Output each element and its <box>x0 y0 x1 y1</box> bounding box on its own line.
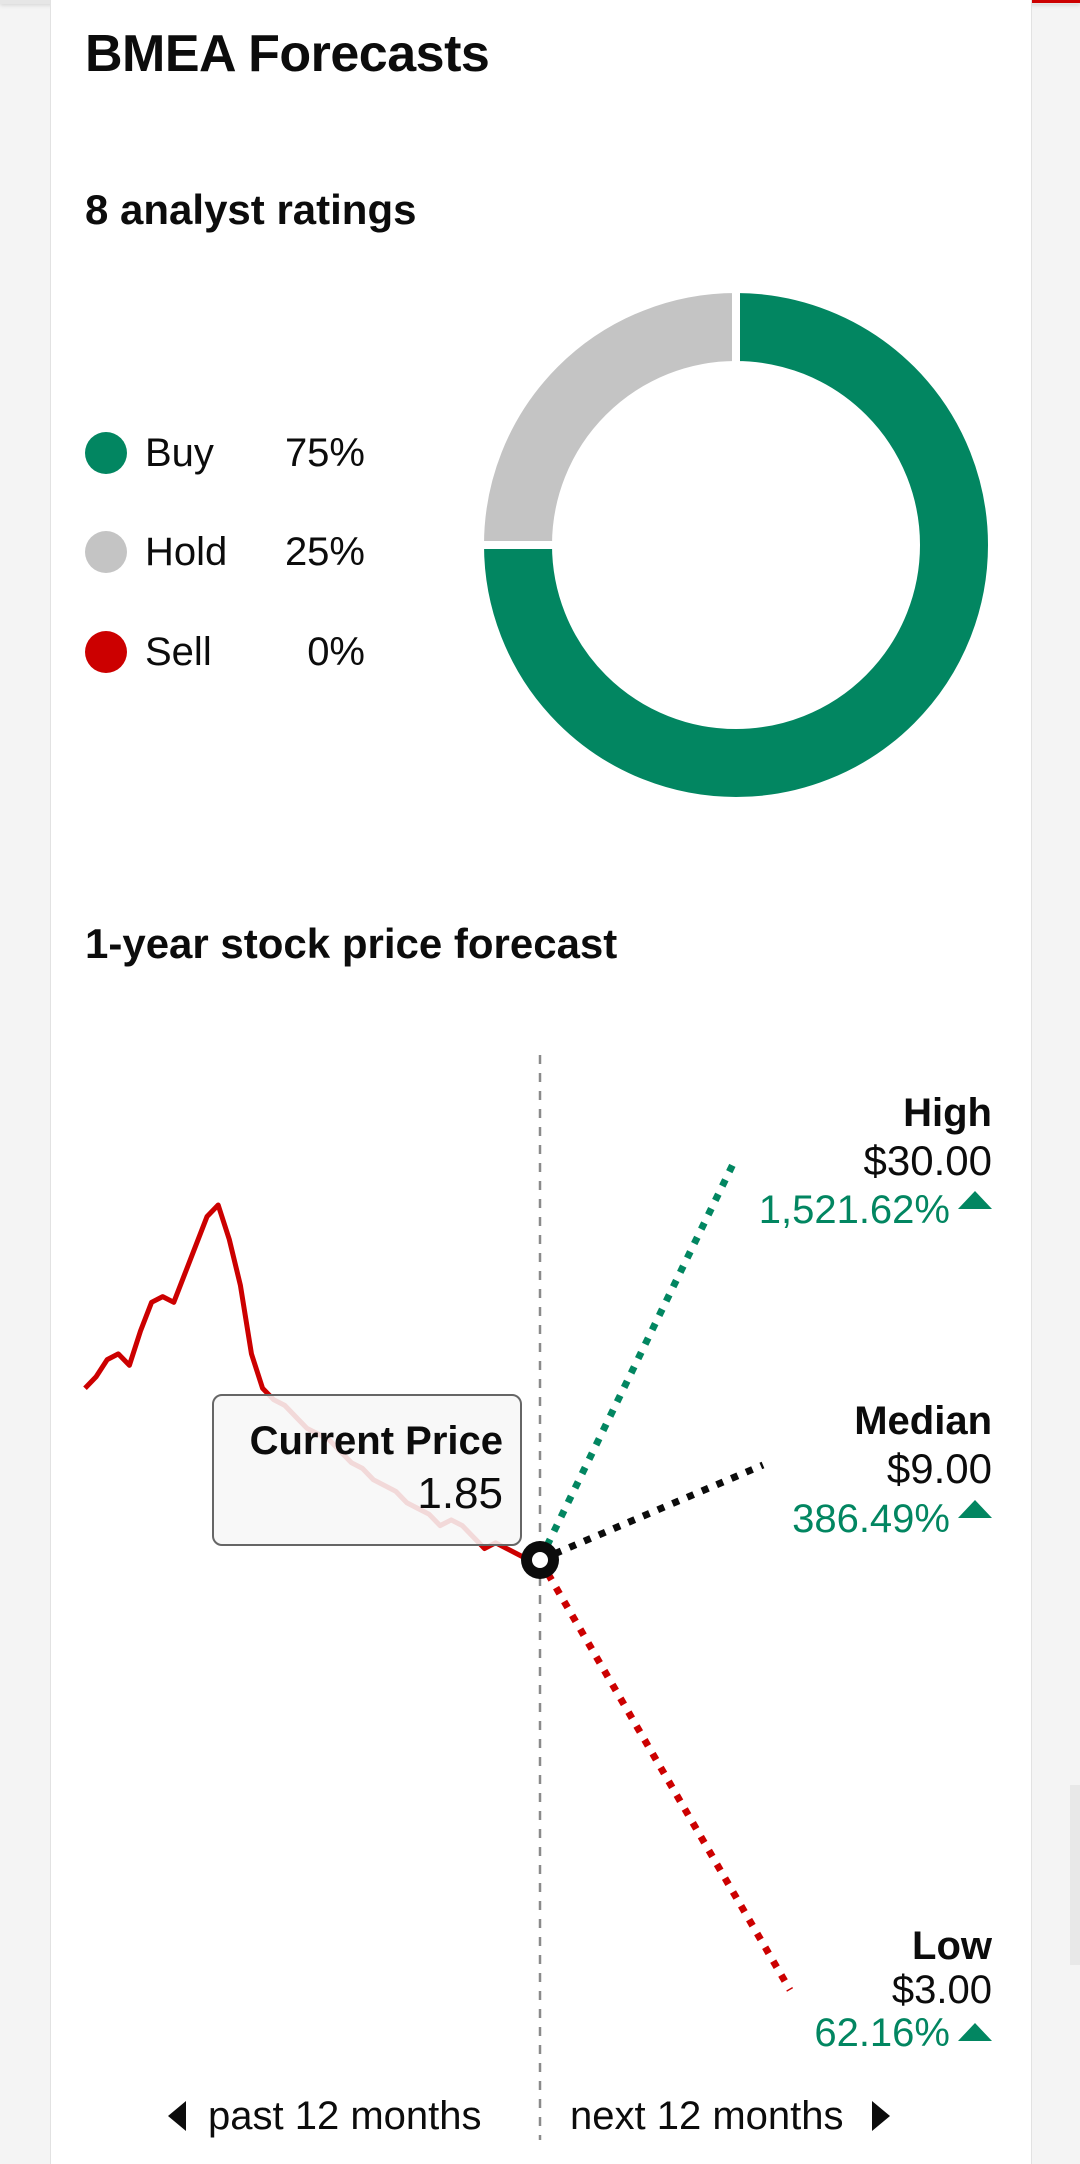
forecast-title: 1-year stock price forecast <box>85 920 618 967</box>
target-high-label: High <box>903 1091 992 1135</box>
up-arrow-icon <box>958 1191 992 1209</box>
legend-item-buy: Buy 75% <box>85 428 385 478</box>
past-12-months-button[interactable]: past 12 months <box>168 2088 482 2144</box>
target-median-price: $9.00 <box>887 1445 992 1492</box>
target-high-price: $30.00 <box>864 1137 992 1184</box>
tooltip-box <box>212 1394 522 1546</box>
up-arrow-icon <box>958 2023 992 2041</box>
current-price-marker <box>521 1541 559 1579</box>
page-title: BMEA Forecasts <box>85 25 490 83</box>
next-12-months-label: next 12 months <box>570 2093 844 2138</box>
projection-layer <box>536 1158 794 1992</box>
legend-label-hold: Hold <box>145 529 228 574</box>
hold-dot-icon <box>85 531 127 573</box>
legend-pct-buy: 75% <box>284 430 365 475</box>
projection-line-low <box>536 1558 794 1992</box>
caret-right-icon <box>871 2101 890 2131</box>
target-low-change: 62.16% <box>814 2011 950 2055</box>
target-median-change: 386.49% <box>792 1497 950 1541</box>
target-median: Median $9.00 386.49% <box>792 1399 992 1541</box>
buy-dot-icon <box>85 432 127 474</box>
donut-slice-buy <box>476 285 996 805</box>
tooltip-label: Current Price <box>250 1419 503 1463</box>
scrollbar-thumb[interactable] <box>1070 1785 1080 1965</box>
legend-pct-hold: 25% <box>284 529 365 574</box>
target-low-price: $3.00 <box>892 1968 992 2012</box>
target-high: High $30.00 1,521.62% <box>759 1091 992 1232</box>
legend-pct-sell: 0% <box>307 629 365 674</box>
legend-label-buy: Buy <box>145 430 214 475</box>
target-low: Low $3.00 62.16% <box>814 1924 993 2055</box>
legend-item-hold: Hold 25% <box>85 527 385 577</box>
target-median-label: Median <box>854 1399 992 1443</box>
caret-left-icon <box>168 2101 186 2131</box>
projection-line-high <box>536 1158 739 1562</box>
past-12-months-label: past 12 months <box>208 2093 482 2138</box>
up-arrow-icon <box>958 1500 992 1518</box>
current-price-marker-center <box>532 1552 548 1568</box>
sell-dot-icon <box>85 631 127 673</box>
target-low-label: Low <box>912 1924 993 1968</box>
ratings-title: 8 analyst ratings <box>85 186 417 233</box>
donut-slice-hold <box>476 285 740 549</box>
target-high-change: 1,521.62% <box>759 1188 950 1232</box>
legend-label-sell: Sell <box>145 629 212 674</box>
projection-line-median <box>538 1461 765 1564</box>
tooltip-value: 1.85 <box>417 1469 503 1518</box>
current-price-tooltip: Current Price 1.85 <box>212 1394 522 1546</box>
legend-item-sell: Sell 0% <box>85 627 385 677</box>
ratings-donut-chart <box>476 285 996 805</box>
next-12-months-button[interactable]: next 12 months <box>570 2088 890 2144</box>
